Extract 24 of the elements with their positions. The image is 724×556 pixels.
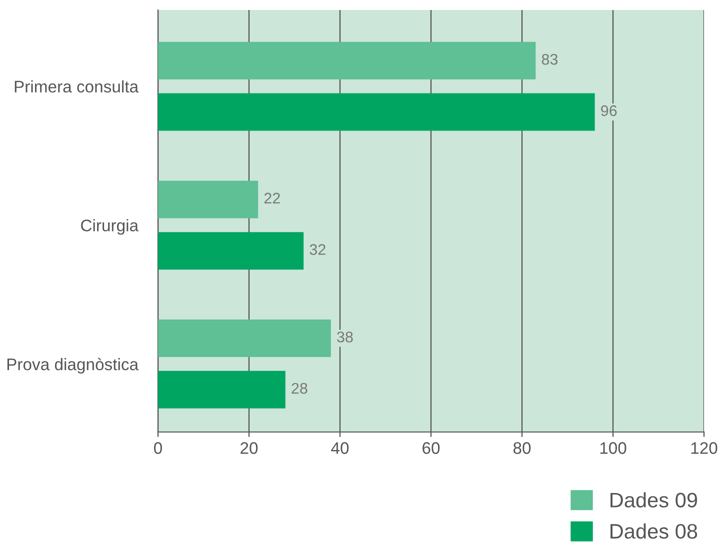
- bar: [158, 180, 258, 218]
- data-label: 32: [310, 244, 326, 255]
- x-tick-label: 100: [600, 442, 626, 454]
- x-tick-label: 40: [331, 442, 349, 454]
- bar: [158, 232, 304, 270]
- x-tick-label: 60: [422, 442, 440, 454]
- y-tick-label: Primera consulta: [14, 80, 139, 93]
- data-label: 83: [542, 54, 558, 65]
- data-label: 38: [337, 332, 353, 342]
- data-label: 22: [264, 192, 280, 204]
- bar: [158, 93, 595, 131]
- x-tick-label: 120: [691, 442, 718, 454]
- y-tick-label: Prova diagnòstica: [7, 358, 139, 374]
- data-label: 28: [292, 382, 308, 394]
- legend-label: Dades 08: [610, 523, 698, 539]
- x-tick-label: 80: [513, 442, 531, 454]
- bar: [158, 320, 331, 358]
- bar: [158, 370, 286, 408]
- bar: [158, 42, 536, 80]
- x-tick-label: 0: [154, 442, 162, 454]
- legend-label: Dades 09: [610, 492, 698, 508]
- y-tick-label: Cirurgia: [81, 219, 139, 235]
- data-label: 96: [601, 105, 617, 116]
- x-tick-label: 20: [240, 442, 258, 454]
